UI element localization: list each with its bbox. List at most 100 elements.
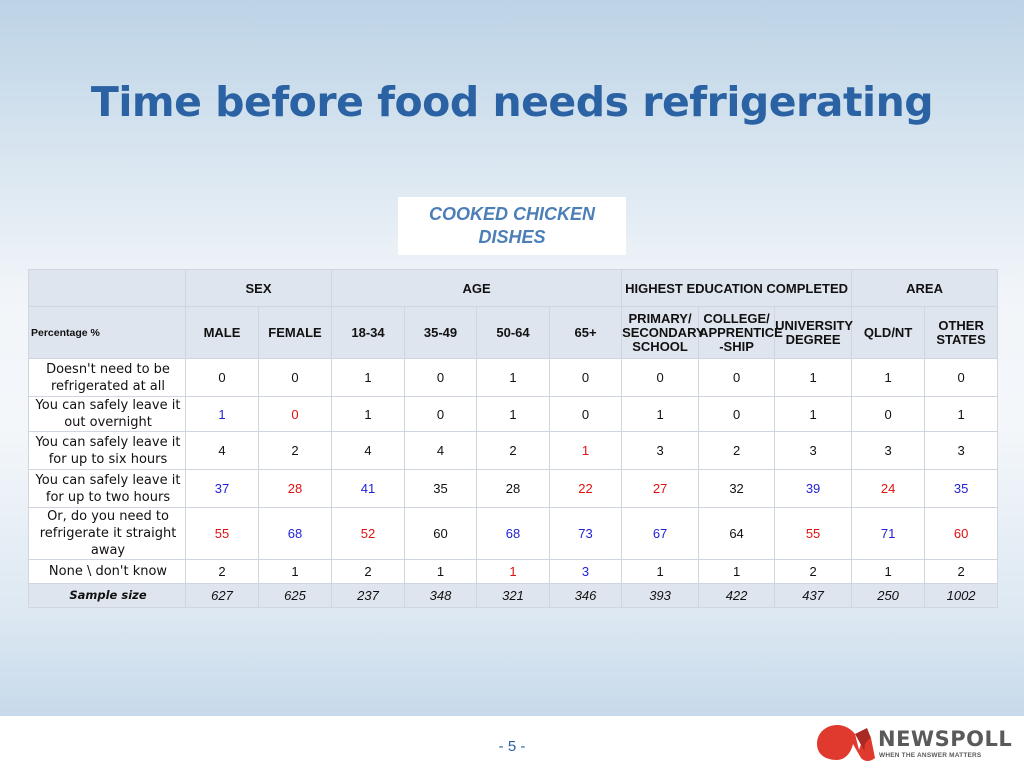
- table-cell: 0: [404, 358, 478, 397]
- table-cell: 1: [476, 396, 551, 432]
- column-header-row: Percentage % MALE FEMALE 18-34 35-49 50-…: [28, 306, 999, 359]
- column-header: 35-49: [404, 306, 478, 359]
- table-cell: 24: [851, 469, 926, 508]
- table-cell: 2: [924, 559, 999, 584]
- group-header-age: AGE: [331, 269, 623, 307]
- column-header: FEMALE: [257, 306, 333, 359]
- table-cell: 3: [851, 431, 926, 470]
- table-cell: 1: [257, 559, 333, 584]
- column-header: 50-64: [476, 306, 551, 359]
- sample-size-row: Sample size 627 625 237 348 321 346 393 422 437 25…: [28, 583, 999, 608]
- table-cell: 28: [257, 469, 333, 508]
- table-row: You can safely leave it out overnight 1 0 1…: [28, 396, 999, 432]
- logo-name: NEWSPOLL: [878, 727, 1013, 751]
- table-cell: 1: [774, 358, 853, 397]
- table-cell: 55: [774, 507, 853, 560]
- table-cell: 39: [774, 469, 853, 508]
- table-cell: 68: [476, 507, 551, 560]
- table-cell: 1: [621, 396, 700, 432]
- table-cell: 2: [331, 559, 406, 584]
- column-header: 65+: [549, 306, 623, 359]
- table-cell: 0: [698, 358, 776, 397]
- corner-label: Percentage %: [28, 306, 186, 359]
- table-cell: 1: [331, 358, 406, 397]
- column-header: QLD/NT: [851, 306, 926, 359]
- table-cell: 73: [549, 507, 623, 560]
- table-cell: 3: [621, 431, 700, 470]
- table-cell: 0: [851, 396, 926, 432]
- table-cell: 27: [621, 469, 700, 508]
- row-label: Doesn't need to be refrigerated at all: [28, 358, 186, 397]
- table-cell: 1: [698, 559, 776, 584]
- table-cell: 37: [185, 469, 259, 508]
- table-cell: 0: [621, 358, 700, 397]
- table-cell: 1: [476, 559, 551, 584]
- table-cell: 0: [698, 396, 776, 432]
- results-table: SEX AGE HIGHEST EDUCATION COMPLETED AREA…: [28, 269, 999, 608]
- column-header: UNIVERSITY DEGREE: [774, 306, 853, 359]
- table-cell: 2: [257, 431, 333, 470]
- table-row: Doesn't need to be refrigerated at all 0 0…: [28, 358, 999, 397]
- table-row: Or, do you need to refrigerate it straig…: [28, 507, 999, 560]
- row-label: None \ don't know: [28, 559, 186, 584]
- table-cell: 2: [185, 559, 259, 584]
- subtitle-text: COOKED CHICKEN DISHES: [428, 204, 595, 247]
- table-cell: 41: [331, 469, 406, 508]
- table-cell: 4: [185, 431, 259, 470]
- table-row: None \ don't know 2 1 2 1 1 3 1 1 2 1 2: [28, 559, 999, 584]
- table-row: You can safely leave it for up to six ho…: [28, 431, 999, 470]
- page-title: Time before food needs refrigerating: [90, 78, 934, 126]
- sample-size-cell: 250: [851, 583, 926, 608]
- table-cell: 22: [549, 469, 623, 508]
- table-cell: 1: [851, 559, 926, 584]
- column-header: 18-34: [331, 306, 406, 359]
- sample-size-cell: 348: [404, 583, 478, 608]
- table-cell: 1: [924, 396, 999, 432]
- table-cell: 4: [404, 431, 478, 470]
- table-cell: 28: [476, 469, 551, 508]
- group-header-row: SEX AGE HIGHEST EDUCATION COMPLETED AREA: [28, 269, 999, 307]
- table-cell: 1: [774, 396, 853, 432]
- table-row: You can safely leave it for up to two ho…: [28, 469, 999, 508]
- table-cell: 60: [924, 507, 999, 560]
- table-cell: 1: [185, 396, 259, 432]
- column-header: MALE: [185, 306, 259, 359]
- table-cell: 35: [404, 469, 478, 508]
- table-cell: 71: [851, 507, 926, 560]
- subtitle-box: COOKED CHICKEN DISHES: [398, 197, 626, 255]
- table-cell: 3: [774, 431, 853, 470]
- table-cell: 0: [257, 396, 333, 432]
- row-label: Or, do you need to refrigerate it straig…: [28, 507, 186, 560]
- table-cell: 0: [404, 396, 478, 432]
- table-cell: 3: [549, 559, 623, 584]
- table-cell: 2: [698, 431, 776, 470]
- newspoll-logo-icon: [817, 725, 875, 761]
- table-cell: 1: [404, 559, 478, 584]
- table-cell: 1: [476, 358, 551, 397]
- sample-size-cell: 422: [698, 583, 776, 608]
- sample-size-cell: 237: [331, 583, 406, 608]
- group-header-education: HIGHEST EDUCATION COMPLETED: [621, 269, 853, 307]
- column-header: OTHER STATES: [924, 306, 999, 359]
- sample-size-cell: 625: [257, 583, 333, 608]
- table-cell: 0: [257, 358, 333, 397]
- table-cell: 60: [404, 507, 478, 560]
- sample-size-cell: 627: [185, 583, 259, 608]
- table-cell: 1: [549, 431, 623, 470]
- table-cell: 4: [331, 431, 406, 470]
- row-label: You can safely leave it for up to six ho…: [28, 431, 186, 470]
- row-label: You can safely leave it for up to two ho…: [28, 469, 186, 508]
- table-cell: 35: [924, 469, 999, 508]
- table-cell: 0: [549, 396, 623, 432]
- table-cell: 0: [185, 358, 259, 397]
- column-header: COLLEGE/ APPRENTICE -SHIP: [698, 306, 783, 359]
- row-label: You can safely leave it out overnight: [28, 396, 186, 432]
- table-cell: 52: [331, 507, 406, 560]
- table-cell: 1: [331, 396, 406, 432]
- table-cell: 0: [924, 358, 999, 397]
- sample-size-cell: 321: [476, 583, 551, 608]
- table-cell: 3: [924, 431, 999, 470]
- group-header-area: AREA: [851, 269, 999, 307]
- sample-size-cell: 1002: [924, 583, 999, 608]
- table-cell: 2: [476, 431, 551, 470]
